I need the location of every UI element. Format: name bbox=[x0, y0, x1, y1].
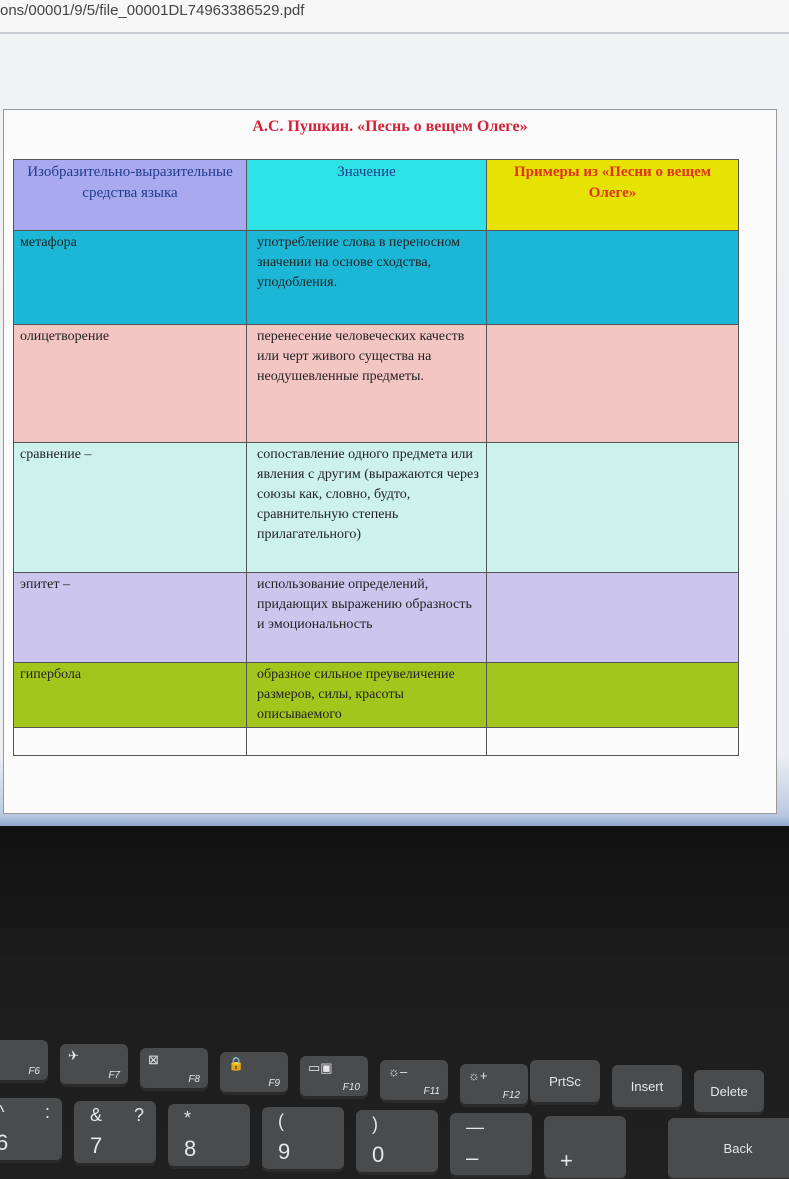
key-shift: * bbox=[184, 1108, 192, 1128]
key-f8[interactable]: ⊠ F8 bbox=[140, 1048, 208, 1088]
key-alt: ? bbox=[133, 1105, 144, 1125]
meaning-cell: перенесение человеческих качеств или чер… bbox=[246, 324, 487, 443]
key-prtsc[interactable]: PrtSc bbox=[530, 1060, 600, 1102]
key-primary: 9 bbox=[278, 1139, 291, 1164]
camera-off-icon: ⊠ bbox=[148, 1052, 159, 1067]
term-cell-text: сравнение – bbox=[20, 447, 92, 462]
key-shift: — bbox=[466, 1117, 484, 1137]
key-shift: ( bbox=[278, 1111, 284, 1131]
table-row: гипербола образное сильное преувеличение … bbox=[13, 662, 739, 728]
key-label: F8 bbox=[188, 1074, 200, 1085]
term-cell-text: олицетворение bbox=[20, 329, 110, 344]
key-f11[interactable]: ☼– F11 bbox=[380, 1060, 448, 1100]
brightness-up-icon: ☼+ bbox=[468, 1068, 488, 1083]
key-label: Delete bbox=[710, 1083, 748, 1099]
term-cell-text: метафора bbox=[20, 235, 77, 250]
meaning-cell-text: сопоставление одного предмета или явлени… bbox=[257, 447, 479, 542]
key-primary: – bbox=[466, 1145, 479, 1170]
key-label: Insert bbox=[630, 1078, 664, 1094]
key-primary: 8 bbox=[184, 1136, 197, 1161]
table-row: эпитет – использование определений, прида… bbox=[13, 572, 739, 663]
example-cell bbox=[486, 572, 739, 663]
laptop-screen: ons/00001/9/5/file_00001DL74963386529.pd… bbox=[0, 0, 789, 830]
key-f9[interactable]: 🔒 F9 bbox=[220, 1052, 288, 1092]
term-cell: эпитет – bbox=[13, 572, 247, 663]
key-backspace[interactable]: Back bbox=[668, 1118, 789, 1178]
key-shift: ^ bbox=[0, 1102, 5, 1122]
key-label: F6 bbox=[28, 1066, 40, 1077]
key-label: F9 bbox=[268, 1078, 280, 1089]
key-shift: ) bbox=[372, 1114, 378, 1134]
meaning-cell-text: образное сильное преувеличение размеров,… bbox=[257, 667, 455, 722]
key-alt: : bbox=[44, 1102, 50, 1122]
key-number[interactable]: 0) bbox=[356, 1110, 438, 1172]
term-cell: гипербола bbox=[13, 662, 247, 728]
table-row: сравнение – сопоставление одного предмета… bbox=[13, 442, 739, 573]
airplane-icon: ✈ bbox=[68, 1048, 79, 1063]
laptop-keyboard: F6 ✈ F7 ⊠ F8 🔒 F9 ▭▣ F10 ☼– F11 ☼+ F12 PrtSc Insert Del… bbox=[0, 826, 789, 1179]
header-meaning: Значение bbox=[246, 159, 487, 231]
table-row: метафора употребление слова в переносном … bbox=[13, 230, 739, 325]
meaning-cell: образное сильное преувеличение размеров,… bbox=[246, 662, 487, 728]
term-cell: олицетворение bbox=[13, 324, 247, 443]
key-label: F10 bbox=[342, 1082, 360, 1093]
key-f6[interactable]: F6 bbox=[0, 1040, 48, 1080]
key-delete[interactable]: Delete bbox=[694, 1070, 764, 1112]
key-label: F11 bbox=[423, 1086, 441, 1097]
term-cell: сравнение – bbox=[13, 442, 247, 573]
key-number[interactable]: – — bbox=[450, 1113, 532, 1175]
meaning-cell bbox=[246, 727, 487, 756]
key-shift: & bbox=[90, 1105, 103, 1125]
key-number[interactable]: 8 * bbox=[168, 1104, 250, 1166]
key-f10[interactable]: ▭▣ F10 bbox=[300, 1056, 368, 1096]
example-cell bbox=[486, 442, 739, 573]
key-primary: 0 bbox=[372, 1142, 385, 1167]
header-devices: Изобразительно-выразительные средства яз… bbox=[13, 159, 247, 231]
meaning-cell-text: использование определений, придающих выр… bbox=[257, 577, 472, 632]
brightness-down-icon: ☼– bbox=[388, 1064, 408, 1079]
meaning-cell-text: употребление слова в переносном значении… bbox=[257, 235, 460, 290]
key-label: F12 bbox=[502, 1090, 520, 1101]
example-cell bbox=[486, 662, 739, 728]
meaning-cell: употребление слова в переносном значении… bbox=[246, 230, 487, 325]
pdf-viewer: А.С. Пушкин. «Песнь о вещем Олеге» Изобр… bbox=[0, 36, 789, 826]
table-header-row: Изобразительно-выразительные средства яз… bbox=[13, 159, 739, 231]
example-cell bbox=[486, 324, 739, 443]
table-row bbox=[13, 727, 739, 756]
meaning-cell: сопоставление одного предмета или явлени… bbox=[246, 442, 487, 573]
url-text: ons/00001/9/5/file_00001DL74963386529.pd… bbox=[0, 2, 305, 19]
term-cell: метафора bbox=[13, 230, 247, 325]
key-primary: 7 bbox=[90, 1133, 103, 1158]
devices-table: Изобразительно-выразительные средства яз… bbox=[13, 159, 739, 756]
dual-display-icon: ▭▣ bbox=[308, 1060, 333, 1075]
key-f7[interactable]: ✈ F7 bbox=[60, 1044, 128, 1084]
example-cell bbox=[486, 230, 739, 325]
term-cell-text: гипербола bbox=[20, 667, 82, 682]
pdf-page: А.С. Пушкин. «Песнь о вещем Олеге» Изобр… bbox=[3, 109, 777, 814]
key-number[interactable]: 7 &? bbox=[74, 1101, 156, 1163]
key-number[interactable]: 6 ^: bbox=[0, 1098, 62, 1160]
key-primary: 6 bbox=[0, 1130, 9, 1155]
document-title: А.С. Пушкин. «Песнь о вещем Олеге» bbox=[252, 118, 528, 135]
table-row: олицетворение перенесение человеческих ка… bbox=[13, 324, 739, 443]
header-examples: Примеры из «Песни о вещем Олеге» bbox=[486, 159, 739, 231]
key-label: F7 bbox=[108, 1070, 120, 1081]
key-f12[interactable]: ☼+ F12 bbox=[460, 1064, 528, 1104]
key-label: Back bbox=[723, 1140, 753, 1156]
address-bar[interactable]: ons/00001/9/5/file_00001DL74963386529.pd… bbox=[0, 0, 789, 34]
term-cell-text: эпитет – bbox=[20, 577, 70, 592]
key-number[interactable]: 9( bbox=[262, 1107, 344, 1169]
lock-icon: 🔒 bbox=[228, 1056, 245, 1071]
key-insert[interactable]: Insert bbox=[612, 1065, 682, 1107]
meaning-cell-text: перенесение человеческих качеств или чер… bbox=[257, 329, 465, 384]
key-primary: + bbox=[560, 1148, 573, 1173]
meaning-cell: использование определений, придающих выр… bbox=[246, 572, 487, 663]
example-cell bbox=[486, 727, 739, 756]
term-cell bbox=[13, 727, 247, 756]
key-label: PrtSc bbox=[549, 1073, 581, 1089]
key-number[interactable]: + bbox=[544, 1116, 626, 1178]
